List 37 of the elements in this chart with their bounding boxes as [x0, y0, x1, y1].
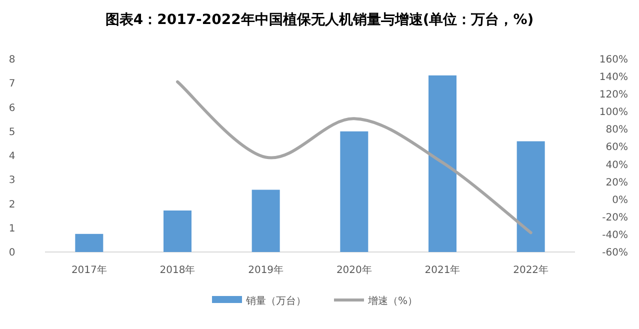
x-tick-label: 2018年: [160, 264, 196, 276]
y2-tick-label: 160%: [599, 54, 628, 66]
y2-tick-label: -60%: [602, 248, 628, 258]
y2-tick-label: 80%: [606, 124, 628, 136]
y-tick-label: 1: [8, 223, 16, 234]
legend-label: 增速（%）: [367, 295, 418, 307]
y-tick-label: 0: [8, 248, 16, 258]
bar: [75, 234, 104, 252]
bar: [340, 131, 368, 252]
x-tick-label: 2020年: [336, 264, 372, 276]
y-tick-label: 5: [8, 126, 16, 138]
y2-tick-label: 120%: [599, 90, 628, 101]
y-tick-label: 3: [8, 175, 16, 186]
chart-title: 图表4：2017-2022年中国植保无人机销量与增速(单位：万台，%): [105, 12, 534, 28]
x-tick-label: 2017年: [71, 264, 107, 276]
y2-tick-label: 60%: [606, 142, 628, 154]
y2-tick-label: -20%: [602, 212, 628, 224]
y2-tick-label: -40%: [602, 230, 628, 241]
x-tick-label: 2022年: [513, 264, 549, 276]
y-tick-label: 6: [8, 102, 16, 114]
legend-label: 销量（万台）: [245, 295, 306, 307]
line-series: [176, 80, 532, 234]
y2-tick-label: 40%: [606, 160, 628, 171]
bar: [428, 75, 456, 252]
y2-tick-label: 20%: [606, 177, 628, 188]
x-tick-label: 2019年: [248, 264, 284, 276]
bar: [516, 141, 545, 252]
y2-tick-label: 100%: [599, 107, 628, 118]
y-tick-label: 4: [8, 151, 16, 162]
bar: [164, 210, 192, 252]
x-tick-label: 2021年: [424, 264, 460, 276]
y-tick-label: 2: [8, 199, 16, 210]
y2-tick-label: 140%: [599, 72, 628, 84]
y2-tick-label: 0%: [612, 194, 628, 206]
y-tick-label: 8: [8, 54, 16, 66]
y-tick-label: 7: [8, 78, 16, 90]
bar: [252, 190, 280, 252]
